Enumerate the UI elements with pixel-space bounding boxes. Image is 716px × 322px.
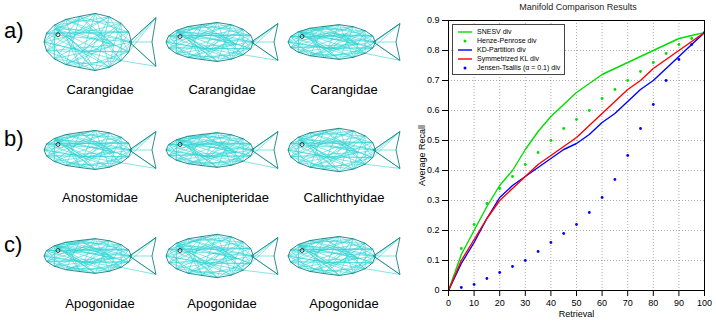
svg-text:Average Recall: Average Recall [417, 125, 427, 186]
svg-text:Carangidae: Carangidae [310, 82, 377, 97]
svg-text:0.2: 0.2 [427, 225, 440, 235]
svg-text:70: 70 [623, 298, 633, 308]
svg-text:30: 30 [520, 298, 530, 308]
html-text:Jensen-Tsallis (α = 0.1) div: Jensen-Tsallis (α = 0.1) div [477, 64, 561, 71]
svg-text:40: 40 [546, 298, 556, 308]
svg-text:b): b) [4, 126, 24, 151]
svg-text:Apogonidae: Apogonidae [309, 296, 378, 311]
svg-text:Callichthyidae: Callichthyidae [304, 190, 385, 205]
svg-text:0.4: 0.4 [427, 165, 440, 175]
svg-text:Carangidae: Carangidae [66, 82, 133, 97]
svg-text:90: 90 [674, 298, 684, 308]
html-text:SNESV div: SNESV div [477, 28, 512, 35]
svg-text:0.8: 0.8 [427, 45, 440, 55]
html-text:Henze-Penrose div: Henze-Penrose div [477, 37, 537, 44]
svg-text:100: 100 [697, 298, 712, 308]
svg-text:0: 0 [446, 298, 451, 308]
svg-text:0.5: 0.5 [427, 135, 440, 145]
svg-text:a): a) [4, 18, 24, 43]
svg-text:Apogonidae: Apogonidae [65, 296, 134, 311]
svg-text:10: 10 [469, 298, 479, 308]
svg-text:0.3: 0.3 [427, 195, 440, 205]
svg-text:Apogonidae: Apogonidae [187, 296, 256, 311]
svg-text:Retrieval: Retrieval [559, 309, 595, 319]
svg-text:0.1: 0.1 [427, 255, 440, 265]
svg-text:0.6: 0.6 [427, 105, 440, 115]
svg-text:0: 0 [434, 285, 439, 295]
svg-text:0.7: 0.7 [427, 75, 440, 85]
svg-text:Anostomidae: Anostomidae [62, 190, 138, 205]
svg-text:50: 50 [571, 298, 581, 308]
svg-text:80: 80 [648, 298, 658, 308]
html-text:Manifold Comparison Results: Manifold Comparison Results [519, 2, 637, 12]
svg-text:Auchenipteridae: Auchenipteridae [175, 190, 269, 205]
html-text:Symmetrized KL div: Symmetrized KL div [477, 55, 539, 62]
svg-text:c): c) [4, 232, 22, 257]
html-text:KD-Partition div: KD-Partition div [477, 46, 526, 53]
svg-text:20: 20 [495, 298, 505, 308]
svg-text:60: 60 [597, 298, 607, 308]
svg-text:Carangidae: Carangidae [188, 82, 255, 97]
svg-text:0.9: 0.9 [427, 15, 440, 25]
